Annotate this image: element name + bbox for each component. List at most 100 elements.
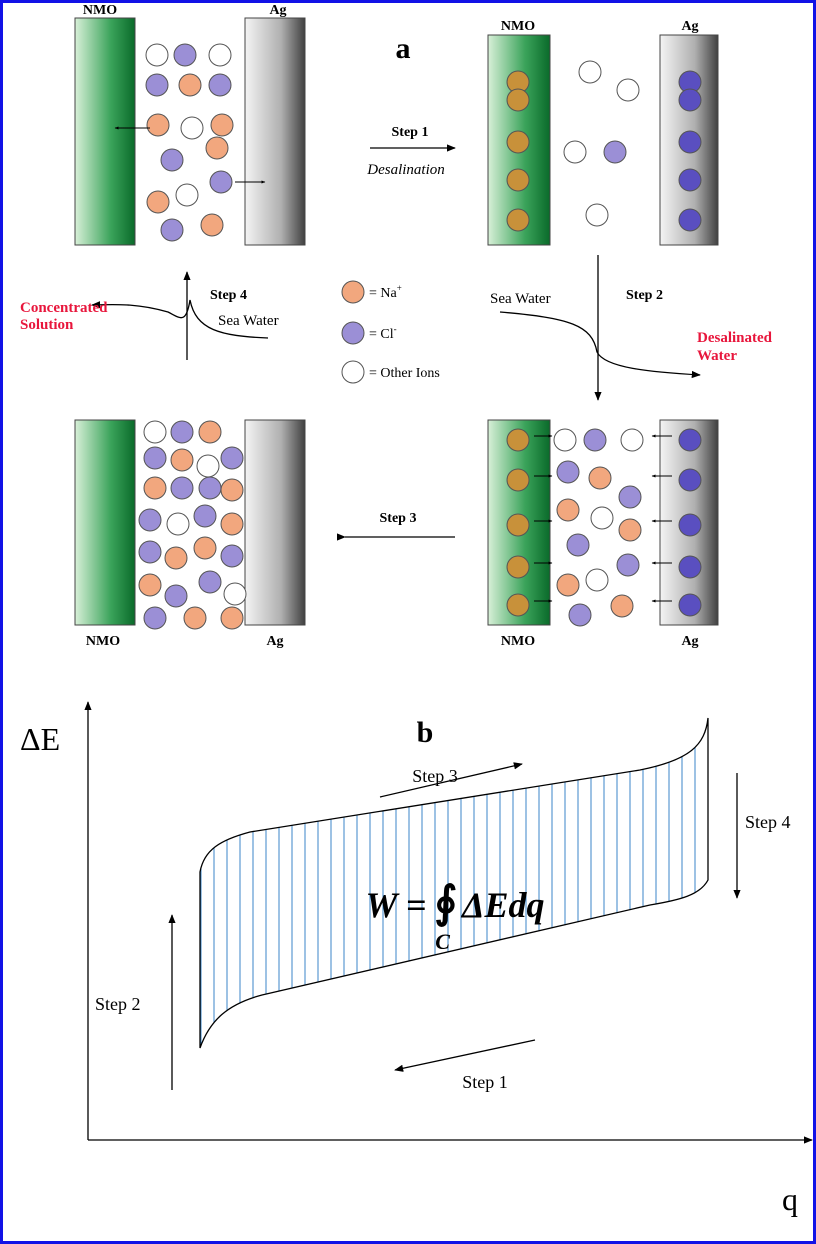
ion bbox=[194, 537, 216, 559]
electrode-label: NMO bbox=[501, 19, 535, 34]
electrode-label: Ag bbox=[266, 634, 283, 649]
ag-electrode bbox=[245, 420, 305, 625]
ion bbox=[174, 44, 196, 66]
nmo-electrode bbox=[75, 420, 135, 625]
ion bbox=[165, 585, 187, 607]
ion bbox=[507, 469, 529, 491]
ion bbox=[554, 429, 576, 451]
ion bbox=[179, 74, 201, 96]
ion bbox=[557, 574, 579, 596]
ion bbox=[679, 514, 701, 536]
step-label: Step 3 bbox=[412, 766, 458, 786]
ion bbox=[679, 429, 701, 451]
ion bbox=[584, 429, 606, 451]
legend-swatch bbox=[342, 322, 364, 344]
potential-curve bbox=[500, 312, 700, 375]
ion bbox=[181, 117, 203, 139]
legend-label: = Na+ bbox=[369, 283, 402, 301]
electrode-label: Ag bbox=[269, 3, 286, 18]
electrode-label: NMO bbox=[501, 634, 535, 649]
ion bbox=[679, 89, 701, 111]
sup: - bbox=[394, 324, 397, 334]
ion bbox=[591, 507, 613, 529]
step-label: Step 4 bbox=[210, 288, 247, 303]
ion bbox=[557, 499, 579, 521]
step-label: Step 1 bbox=[462, 1072, 508, 1092]
axis-label: ΔE bbox=[20, 721, 60, 757]
axis-label: q bbox=[782, 1181, 798, 1217]
step-label: Step 1 bbox=[392, 125, 429, 140]
step-label: Step 2 bbox=[95, 994, 141, 1014]
ion bbox=[209, 74, 231, 96]
legend-swatch bbox=[342, 361, 364, 383]
ion bbox=[679, 169, 701, 191]
ion bbox=[557, 461, 579, 483]
sub: C bbox=[435, 929, 450, 954]
ion bbox=[199, 477, 221, 499]
ion bbox=[139, 509, 161, 531]
ion bbox=[144, 447, 166, 469]
ion bbox=[621, 429, 643, 451]
ion bbox=[604, 141, 626, 163]
ion bbox=[679, 131, 701, 153]
electrode-label: Ag bbox=[681, 634, 698, 649]
ion bbox=[679, 209, 701, 231]
ion bbox=[139, 541, 161, 563]
step-label: Step 2 bbox=[626, 288, 663, 303]
curve-label: Sea Water bbox=[490, 291, 551, 307]
nmo-electrode bbox=[75, 18, 135, 245]
ion bbox=[146, 44, 168, 66]
ion bbox=[139, 574, 161, 596]
ion bbox=[507, 209, 529, 231]
ion bbox=[611, 595, 633, 617]
ion bbox=[184, 607, 206, 629]
ion bbox=[224, 583, 246, 605]
step-label: Step 4 bbox=[745, 812, 791, 832]
ion bbox=[507, 556, 529, 578]
ion bbox=[171, 421, 193, 443]
step-label: Step 3 bbox=[380, 511, 417, 526]
ion bbox=[221, 545, 243, 567]
ion bbox=[161, 149, 183, 171]
ion bbox=[617, 554, 639, 576]
rhs: ΔEdq bbox=[460, 885, 545, 925]
ion bbox=[586, 569, 608, 591]
ion bbox=[165, 547, 187, 569]
step-arrow bbox=[395, 1040, 535, 1070]
ion bbox=[617, 79, 639, 101]
line: Water bbox=[697, 348, 737, 364]
ion bbox=[209, 44, 231, 66]
ion bbox=[579, 61, 601, 83]
legend-swatch bbox=[342, 281, 364, 303]
ion bbox=[507, 514, 529, 536]
ion bbox=[221, 447, 243, 469]
ion bbox=[507, 594, 529, 616]
legend: = Na+ = Cl- = Other Ions bbox=[342, 281, 440, 383]
integral: ∮ bbox=[434, 878, 457, 928]
ion bbox=[197, 455, 219, 477]
ion bbox=[167, 513, 189, 535]
ion bbox=[679, 594, 701, 616]
ion bbox=[201, 214, 223, 236]
lhs: W = bbox=[365, 885, 426, 925]
ion bbox=[619, 486, 641, 508]
ion bbox=[211, 114, 233, 136]
electrode-label: Ag bbox=[681, 19, 698, 34]
ion bbox=[206, 137, 228, 159]
ion bbox=[144, 477, 166, 499]
ion bbox=[679, 469, 701, 491]
line: Solution bbox=[20, 317, 74, 333]
ion bbox=[569, 604, 591, 626]
curve-label: DesalinatedWater bbox=[697, 330, 773, 364]
ion bbox=[176, 184, 198, 206]
ion bbox=[144, 607, 166, 629]
text: = Cl bbox=[369, 327, 394, 342]
ion bbox=[210, 171, 232, 193]
ion bbox=[589, 467, 611, 489]
ion bbox=[199, 421, 221, 443]
electrode-label: NMO bbox=[83, 3, 117, 18]
ion bbox=[507, 169, 529, 191]
legend-label: = Other Ions bbox=[369, 366, 440, 381]
legend-label: = Cl- bbox=[369, 324, 397, 342]
ion bbox=[146, 74, 168, 96]
